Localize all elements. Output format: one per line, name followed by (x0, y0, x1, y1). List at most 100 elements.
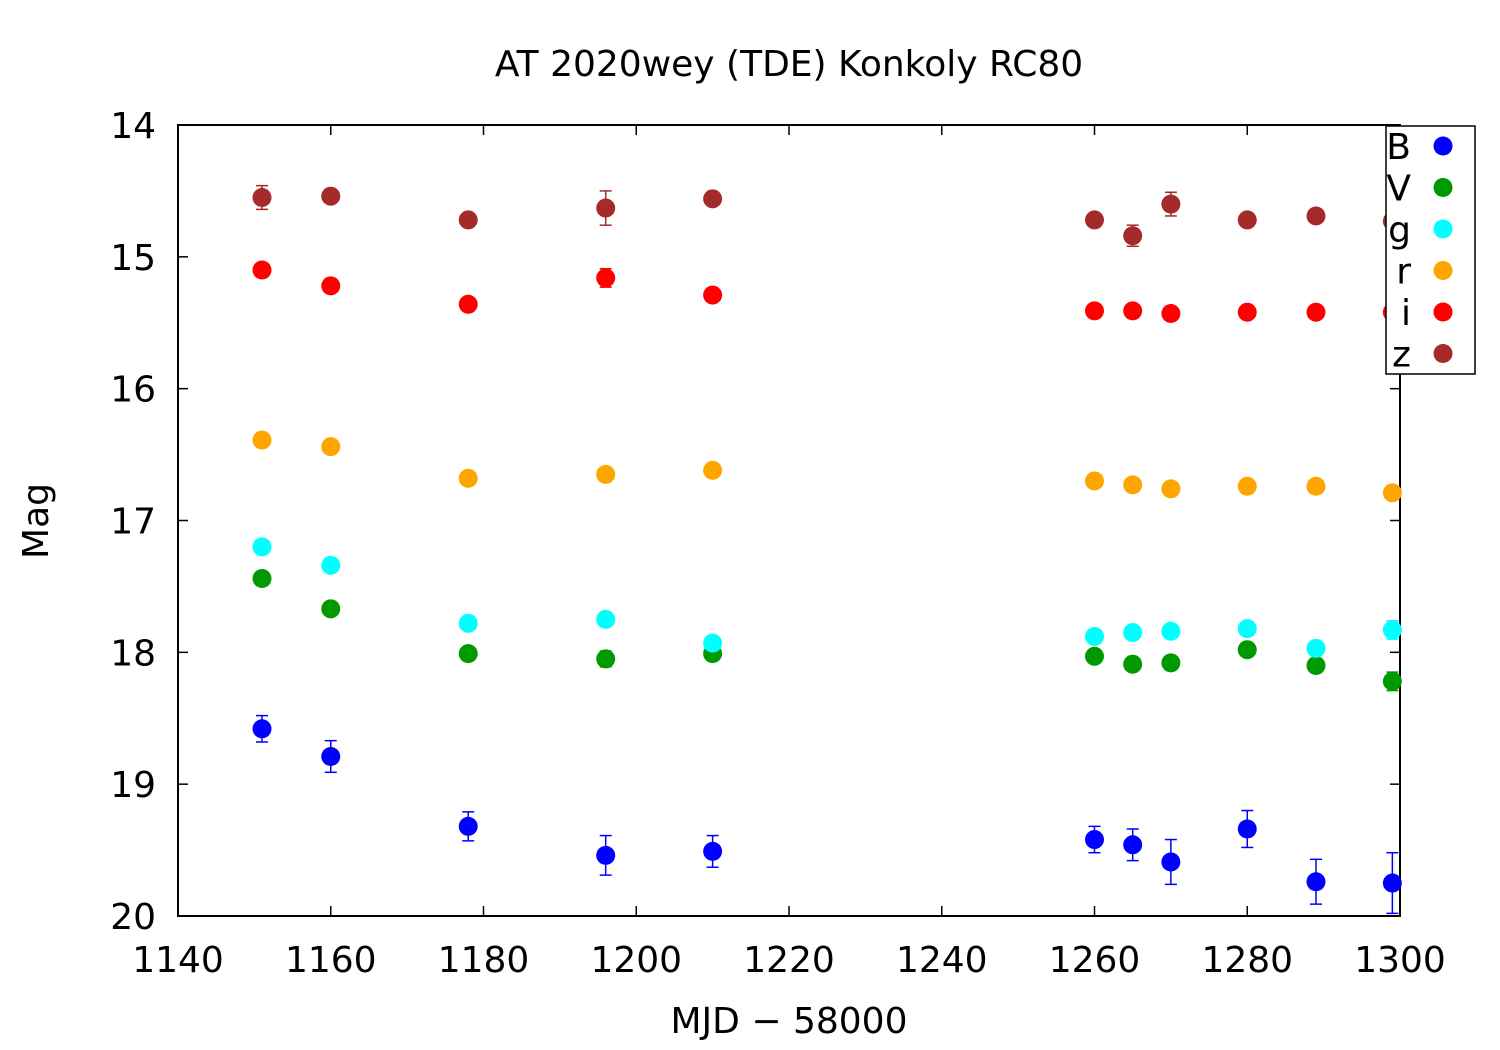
legend-box (1385, 125, 1476, 375)
data-point-g (1085, 627, 1104, 647)
data-point-g (252, 537, 272, 557)
x-tick-label: 1280 (1201, 940, 1293, 981)
data-point-i (252, 260, 272, 280)
legend-marker-B (1433, 136, 1453, 156)
plot-area (177, 124, 1401, 917)
data-point-i (321, 276, 341, 296)
data-point-r (1085, 471, 1104, 491)
y-tick-label: 16 (110, 370, 156, 411)
data-point-B (1237, 819, 1257, 839)
data-point-z (1085, 210, 1104, 230)
data-point-V (1161, 653, 1181, 673)
data-point-V (458, 644, 478, 664)
data-point-i (1085, 301, 1104, 321)
x-tick-label: 1240 (896, 940, 988, 981)
x-axis-label: MJD − 58000 (671, 1001, 908, 1042)
data-point-i (1237, 302, 1257, 322)
legend-marker-r (1433, 261, 1453, 280)
data-point-g (1123, 623, 1143, 643)
data-point-z (252, 188, 272, 208)
data-point-r (321, 437, 341, 457)
data-point-r (703, 460, 723, 480)
data-point-V (1085, 646, 1104, 666)
data-point-r (1306, 476, 1326, 496)
data-point-i (703, 285, 723, 305)
x-tick-label: 1160 (285, 940, 377, 981)
y-tick-label: 20 (110, 897, 156, 938)
data-point-B (1161, 852, 1181, 872)
x-tick-label: 1220 (743, 940, 835, 981)
data-point-g (458, 613, 478, 633)
legend-marker-g (1433, 219, 1453, 239)
x-tick-label: 1200 (590, 940, 682, 981)
data-point-B (252, 719, 272, 739)
x-tick-label: 1300 (1354, 940, 1446, 981)
data-point-g (1382, 620, 1402, 640)
data-point-g (1161, 621, 1181, 641)
data-point-B (321, 746, 341, 766)
legend-label-V: V (1386, 169, 1411, 210)
legend-marker-i (1433, 302, 1453, 322)
error-bars (256, 184, 1399, 915)
data-point-r (1161, 479, 1181, 499)
legend-label-r: r (1396, 252, 1411, 293)
y-axis-label: Mag (16, 483, 57, 559)
data-point-B (596, 845, 616, 865)
data-point-i (1306, 302, 1326, 322)
data-point-V (596, 649, 616, 669)
legend-label-g: g (1388, 210, 1411, 251)
data-point-B (1123, 835, 1143, 855)
data-point-i (596, 268, 616, 288)
y-tick-label: 15 (110, 238, 156, 279)
data-point-g (703, 633, 723, 653)
data-point-V (321, 599, 341, 619)
data-point-r (252, 430, 272, 450)
legend-label-B: B (1386, 127, 1411, 168)
data-point-r (1382, 483, 1402, 503)
legend-label-i: i (1401, 293, 1411, 334)
y-tick-label: 17 (110, 502, 156, 543)
chart-title: AT 2020wey (TDE) Konkoly RC80 (495, 44, 1083, 85)
data-point-g (596, 609, 616, 629)
data-point-r (1123, 475, 1143, 495)
y-tick-label: 19 (110, 765, 156, 806)
data-points (252, 186, 1402, 893)
data-point-V (1382, 671, 1402, 691)
plot-frame (177, 124, 1401, 917)
data-point-V (1306, 656, 1326, 676)
data-point-V (1237, 640, 1257, 660)
legend-marker-V (1433, 178, 1453, 197)
x-axis: 1140 1160 1180 1200 1220 1240 1260 1280 1300 (132, 125, 1446, 981)
data-point-i (1123, 301, 1143, 321)
y-axis: 14 15 16 17 18 19 20 (110, 106, 1400, 938)
data-point-r (596, 464, 616, 484)
data-point-r (1237, 476, 1257, 496)
legend-label-z: z (1392, 335, 1411, 376)
data-point-B (703, 841, 723, 861)
data-point-B (1382, 873, 1402, 893)
data-point-g (1306, 638, 1326, 658)
data-point-z (703, 189, 723, 209)
data-point-g (1237, 619, 1257, 639)
data-point-z (321, 186, 341, 206)
y-tick-label: 14 (110, 106, 156, 147)
data-point-z (1161, 194, 1181, 214)
data-point-z (596, 198, 616, 218)
data-point-z (1123, 226, 1143, 246)
data-point-g (321, 555, 341, 575)
data-point-B (458, 816, 478, 836)
x-tick-label: 1180 (438, 940, 530, 981)
x-tick-label: 1260 (1049, 940, 1141, 981)
data-point-z (1237, 210, 1257, 230)
y-tick-label: 18 (110, 633, 156, 674)
data-point-z (458, 210, 478, 230)
data-point-i (1161, 304, 1181, 324)
data-point-r (458, 468, 478, 488)
data-point-V (252, 569, 272, 589)
data-point-i (458, 294, 478, 314)
data-point-V (1123, 654, 1143, 674)
data-point-B (1306, 872, 1326, 892)
legend-marker-z (1433, 344, 1453, 363)
